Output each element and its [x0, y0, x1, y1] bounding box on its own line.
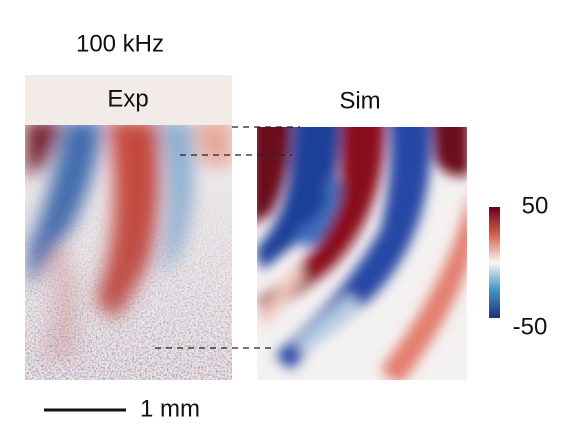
colorbar-min: -50 — [513, 313, 548, 340]
guide-lines — [155, 126, 300, 349]
scale-bar-label: 1 mm — [140, 395, 200, 422]
panel-header — [25, 75, 232, 125]
experiment-map — [25, 125, 232, 380]
panel-title: Exp — [107, 85, 148, 112]
simulation-map — [257, 127, 467, 380]
panel-title: Sim — [339, 87, 380, 114]
colorbar — [489, 207, 500, 318]
frequency-label: 100 kHz — [76, 30, 164, 57]
colorbar-max: 50 — [522, 192, 549, 219]
